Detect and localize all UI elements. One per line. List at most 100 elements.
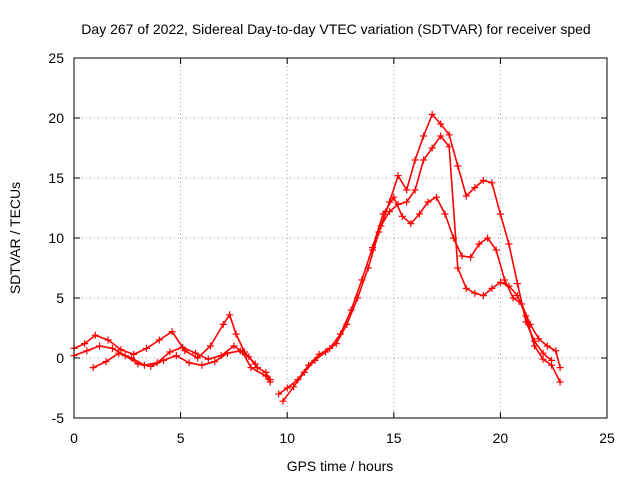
data-point	[168, 328, 176, 336]
series-trace-2	[70, 342, 274, 384]
series-line	[282, 113, 553, 402]
x-tick-label: 25	[599, 430, 615, 446]
data-point	[115, 349, 123, 357]
data-point	[475, 240, 483, 248]
series-trace-5	[279, 110, 556, 405]
x-tick-label: 15	[386, 430, 402, 446]
y-tick-label: 10	[48, 230, 64, 246]
series-line	[371, 135, 561, 383]
data-point	[179, 343, 187, 351]
y-tick-label: 5	[56, 290, 64, 306]
data-point	[386, 208, 394, 216]
data-point	[117, 346, 125, 354]
x-tick-label: 20	[493, 430, 509, 446]
data-point	[204, 355, 212, 363]
data-point	[407, 220, 415, 228]
data-point	[398, 212, 406, 220]
data-point	[230, 342, 238, 350]
data-point	[83, 347, 91, 355]
data-point	[543, 342, 551, 350]
data-point	[403, 186, 411, 194]
data-point	[166, 348, 174, 356]
data-point	[300, 368, 308, 376]
data-point	[445, 143, 453, 151]
data-point	[394, 172, 402, 180]
data-point	[479, 176, 487, 184]
data-point	[377, 222, 385, 230]
data-point	[531, 342, 539, 350]
y-tick-label: 25	[48, 50, 64, 66]
series-trace-3	[89, 342, 274, 386]
data-point	[411, 186, 419, 194]
data-point	[245, 353, 253, 361]
data-point	[81, 340, 89, 348]
data-point	[548, 361, 556, 369]
data-point	[153, 359, 161, 367]
plot-area	[70, 110, 564, 405]
data-point	[467, 253, 475, 261]
data-point	[332, 340, 340, 348]
data-point	[142, 344, 150, 352]
data-point	[539, 349, 547, 357]
data-point	[91, 331, 99, 339]
data-point	[253, 364, 261, 372]
data-point	[185, 359, 193, 367]
data-point	[89, 364, 97, 372]
data-point	[484, 234, 492, 242]
data-point	[403, 198, 411, 206]
data-point	[155, 336, 163, 344]
data-point	[266, 378, 274, 386]
data-point	[343, 320, 351, 328]
data-point	[386, 198, 394, 206]
data-point	[140, 361, 148, 369]
data-point	[96, 342, 104, 350]
chart-title: Day 267 of 2022, Sidereal Day-to-day VTE…	[81, 21, 590, 37]
data-point	[275, 390, 283, 398]
y-tick-label: -5	[52, 410, 65, 426]
y-tick-label: 15	[48, 170, 64, 186]
data-point	[290, 383, 298, 391]
data-point	[411, 156, 419, 164]
data-point	[488, 179, 496, 187]
data-point	[108, 344, 116, 352]
data-point	[462, 192, 470, 200]
data-point	[354, 294, 362, 302]
data-point	[505, 240, 513, 248]
data-point	[415, 210, 423, 218]
data-point	[311, 356, 319, 364]
data-point	[441, 210, 449, 218]
data-point	[364, 264, 372, 272]
y-tick-label: 20	[48, 110, 64, 126]
data-point	[471, 184, 479, 192]
data-point	[102, 358, 110, 366]
x-tick-label: 10	[279, 430, 295, 446]
data-point	[424, 198, 432, 206]
x-axis-label: GPS time / hours	[287, 458, 394, 474]
data-point	[454, 264, 462, 272]
y-tick-label: 0	[56, 350, 64, 366]
data-point	[192, 349, 200, 357]
axes: 0 5 10 15 20 25 -5 0 5 10 15 20 25	[48, 50, 615, 446]
data-point	[130, 350, 138, 358]
data-point	[492, 246, 500, 254]
data-point	[552, 347, 560, 355]
data-point	[194, 354, 202, 362]
data-point	[496, 210, 504, 218]
data-point	[206, 342, 214, 350]
data-point	[454, 162, 462, 170]
data-point	[226, 311, 234, 319]
data-point	[496, 278, 504, 286]
data-point	[211, 358, 219, 366]
series-line	[92, 345, 271, 383]
data-point	[428, 110, 436, 118]
data-point	[247, 364, 255, 372]
data-point	[104, 336, 112, 344]
data-point	[217, 352, 225, 360]
data-point	[219, 320, 227, 328]
data-point	[198, 361, 206, 369]
data-point	[445, 131, 453, 139]
series-trace-1	[70, 311, 259, 368]
data-point	[535, 335, 543, 343]
data-point	[539, 355, 547, 363]
